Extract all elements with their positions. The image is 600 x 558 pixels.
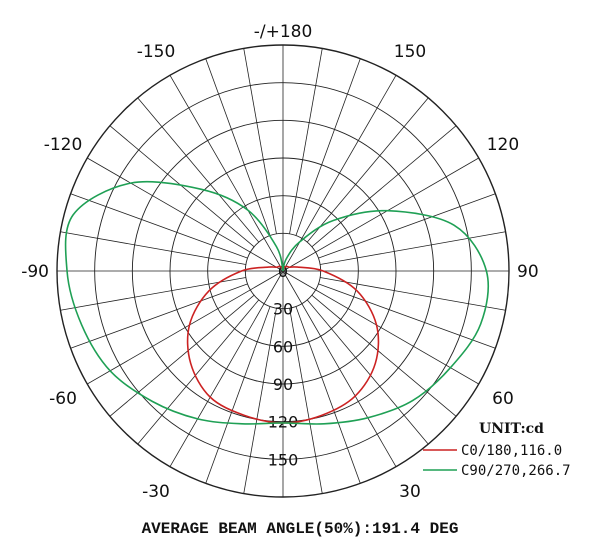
grid-spoke bbox=[109, 294, 255, 417]
angle-tick-label: -120 bbox=[44, 135, 83, 155]
grid-spoke bbox=[137, 97, 260, 243]
angle-tick-label: 90 bbox=[517, 262, 539, 282]
legend-label: C0/180,116.0 bbox=[461, 443, 562, 459]
grid-spoke bbox=[60, 277, 246, 311]
grid-spoke bbox=[289, 308, 323, 494]
grid-spoke bbox=[109, 125, 255, 248]
angle-tick-label: 30 bbox=[399, 482, 421, 502]
grid-spoke bbox=[295, 58, 361, 236]
grid-spoke bbox=[282, 157, 479, 272]
grid-spoke bbox=[87, 157, 284, 272]
series-curve-c90-270 bbox=[64, 180, 490, 425]
grid-spoke bbox=[318, 193, 496, 259]
grid-spoke bbox=[282, 270, 397, 467]
grid-spoke bbox=[70, 193, 248, 259]
grid-spoke bbox=[169, 270, 284, 467]
angle-tick-labels: -/+180 -150 150 -120 120 -90 90 -60 60 -30 30 bbox=[21, 22, 538, 502]
radial-tick-label: 60 bbox=[273, 337, 293, 356]
grid-spoke bbox=[137, 299, 260, 445]
legend-label: C90/270,266.7 bbox=[461, 463, 571, 479]
angle-tick-label: -30 bbox=[142, 482, 170, 502]
grid-spoke bbox=[205, 58, 271, 236]
radial-tick-label: 0 bbox=[278, 262, 288, 281]
grid-spoke bbox=[282, 270, 479, 385]
grid-spoke bbox=[306, 299, 429, 445]
grid-spoke bbox=[318, 283, 496, 349]
grid-spoke bbox=[87, 270, 284, 385]
grid-spoke bbox=[320, 277, 506, 311]
angle-tick-label: -60 bbox=[49, 389, 77, 409]
unit-label: UNIT:cd bbox=[479, 421, 544, 437]
grid-spoke bbox=[60, 231, 246, 265]
grid-spoke bbox=[289, 48, 323, 234]
grid-spoke bbox=[243, 48, 277, 234]
grid-spoke bbox=[295, 306, 361, 484]
grid-spoke bbox=[70, 283, 248, 349]
grid-spoke bbox=[169, 75, 284, 272]
radial-tick-label: 150 bbox=[268, 450, 299, 469]
average-beam-angle-text: AVERAGE BEAM ANGLE(50%):191.4 DEG bbox=[141, 520, 459, 538]
grid-spoke bbox=[205, 306, 271, 484]
grid-spoke bbox=[243, 308, 277, 494]
angle-tick-label: 120 bbox=[487, 135, 519, 155]
grid-spoke bbox=[311, 294, 457, 417]
angle-tick-label: 150 bbox=[394, 42, 426, 62]
polar-grid bbox=[56, 44, 510, 498]
angle-tick-label: -90 bbox=[21, 262, 49, 282]
grid-spoke bbox=[282, 75, 397, 272]
angle-tick-label: 60 bbox=[492, 389, 514, 409]
grid-spoke bbox=[311, 125, 457, 248]
angle-tick-label: -150 bbox=[137, 42, 176, 62]
radial-tick-label: 30 bbox=[273, 300, 293, 319]
angle-tick-label: -/+180 bbox=[254, 22, 313, 42]
grid-spoke bbox=[320, 231, 506, 265]
intensity-curves bbox=[64, 180, 490, 425]
legend: UNIT:cd C0/180,116.0 C90/270,266.7 bbox=[423, 421, 571, 479]
radial-tick-label: 90 bbox=[273, 375, 293, 394]
grid-spoke bbox=[306, 97, 429, 243]
